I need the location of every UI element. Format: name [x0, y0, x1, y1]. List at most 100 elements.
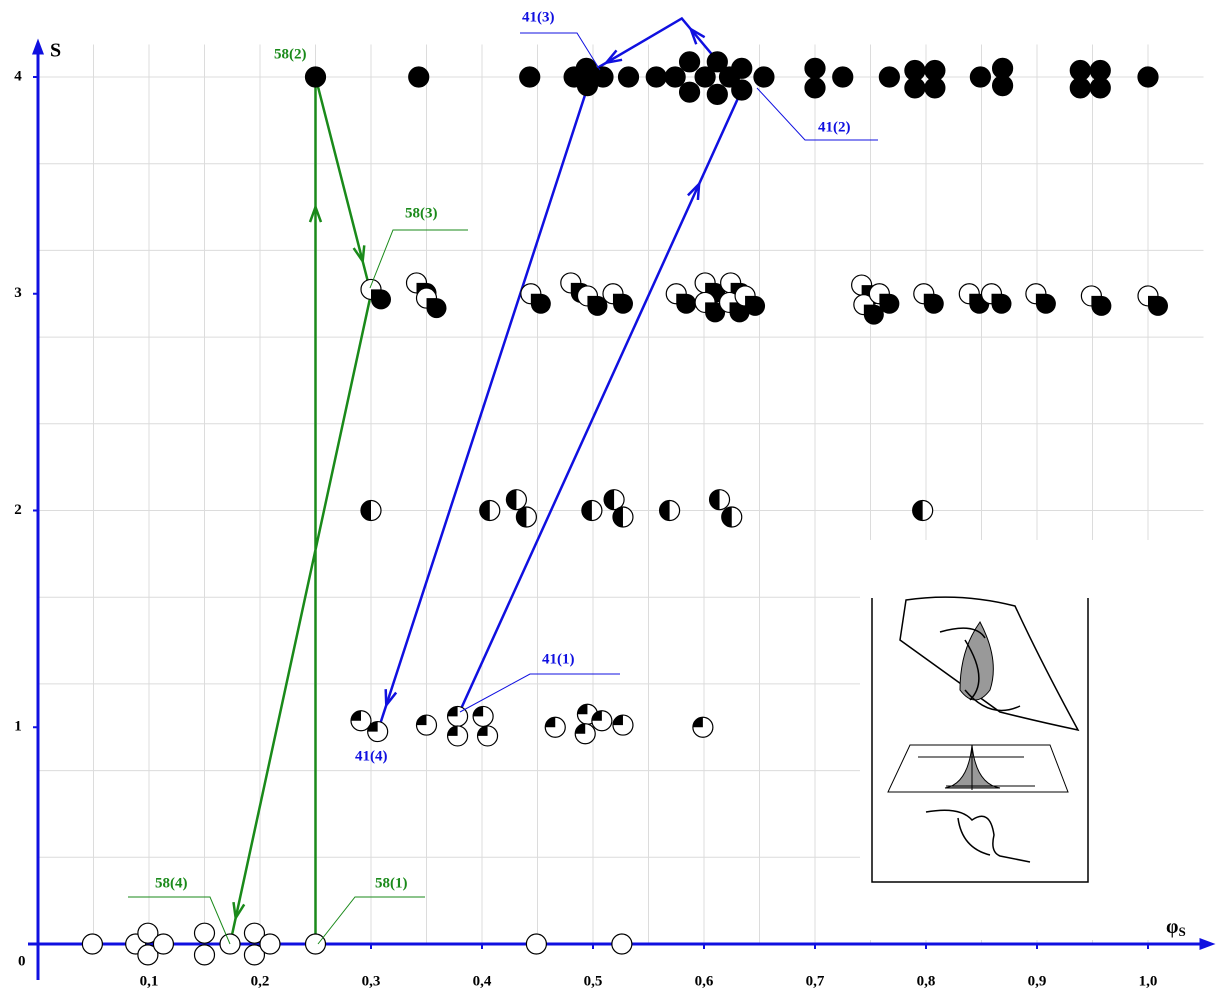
point-fill: [693, 717, 703, 727]
point-fill: [448, 726, 458, 736]
point-fill: [371, 289, 391, 309]
point: [417, 715, 437, 735]
point-disc: [520, 67, 540, 87]
point-disc: [646, 67, 666, 87]
point-disc: [680, 82, 700, 102]
point: [575, 724, 595, 744]
point-disc: [925, 78, 945, 98]
point-disc: [195, 923, 215, 943]
point: [905, 78, 925, 98]
point: [732, 80, 752, 100]
point: [516, 507, 536, 527]
y-tick-label: 1: [14, 719, 22, 735]
point: [448, 726, 468, 746]
point: [619, 67, 639, 87]
x-tick-label: 0,1: [140, 973, 159, 989]
trajectory: [378, 18, 742, 731]
point: [473, 706, 493, 726]
x-tick-label: 0,9: [1028, 973, 1047, 989]
point: [603, 284, 633, 314]
annotation-label: 41(2): [818, 119, 851, 135]
point-disc: [619, 67, 639, 87]
point-fill: [506, 490, 516, 510]
point: [707, 84, 727, 104]
point: [582, 501, 602, 521]
point: [220, 934, 240, 954]
point-fill: [913, 501, 923, 521]
point-disc: [612, 934, 632, 954]
point-disc: [680, 52, 700, 72]
x-tick-label: 0,6: [695, 973, 714, 989]
point-fill: [613, 294, 633, 314]
point: [680, 82, 700, 102]
point-fill: [613, 715, 623, 725]
y-tick-label: 4: [14, 68, 22, 84]
point: [993, 76, 1013, 96]
point: [805, 78, 825, 98]
point: [592, 711, 612, 731]
annotation-label: 58(3): [405, 205, 438, 221]
point: [970, 67, 990, 87]
point: [1081, 286, 1111, 316]
point-disc: [732, 58, 752, 78]
point-fill: [676, 294, 696, 314]
point: [195, 945, 215, 965]
point: [680, 52, 700, 72]
chart: SφS012340,10,20,30,40,50,60,70,80,91,058…: [0, 0, 1217, 991]
point-fill: [531, 294, 551, 314]
point-fill: [545, 717, 555, 727]
point: [925, 78, 945, 98]
point: [613, 507, 633, 527]
point-disc: [82, 934, 102, 954]
point-disc: [306, 934, 326, 954]
x-tick-label: 0,7: [806, 973, 825, 989]
point: [1026, 284, 1056, 314]
x-tick-label: 0,8: [917, 973, 936, 989]
point: [409, 67, 429, 87]
annotation-label: 41(4): [355, 748, 388, 764]
point-disc: [805, 58, 825, 78]
point-disc: [805, 78, 825, 98]
point: [1070, 78, 1090, 98]
point-fill: [1091, 296, 1111, 316]
point: [666, 284, 696, 314]
point-disc: [665, 67, 685, 87]
point: [710, 490, 730, 510]
point-fill: [745, 296, 765, 316]
point: [646, 67, 666, 87]
point-disc: [707, 84, 727, 104]
point: [754, 67, 774, 87]
point-disc: [754, 67, 774, 87]
y-tick-label: 2: [14, 502, 22, 518]
point: [612, 934, 632, 954]
point-fill: [879, 294, 899, 314]
x-tick-label: 0,2: [251, 973, 270, 989]
point-disc: [220, 934, 240, 954]
point-fill: [361, 501, 371, 521]
point-disc: [593, 67, 613, 87]
point: [545, 717, 565, 737]
x-tick-label: 1,0: [1139, 973, 1158, 989]
point-disc: [905, 78, 925, 98]
point-fill: [427, 298, 447, 318]
point: [306, 67, 326, 87]
point-disc: [833, 67, 853, 87]
x-label-sub: S: [1178, 924, 1185, 939]
point-disc: [732, 80, 752, 100]
point: [82, 934, 102, 954]
point: [520, 67, 540, 87]
point: [306, 934, 326, 954]
x-label-main: φ: [1166, 916, 1178, 938]
point: [660, 501, 680, 521]
point: [195, 923, 215, 943]
point-fill: [473, 706, 483, 716]
point: [521, 284, 551, 314]
point-disc: [1138, 67, 1158, 87]
annotation-label: 58(4): [155, 875, 188, 891]
point: [368, 722, 388, 742]
point: [506, 490, 526, 510]
annotation-label: 58(2): [274, 46, 307, 62]
point-disc: [153, 934, 173, 954]
point: [1090, 78, 1110, 98]
point-disc: [993, 76, 1013, 96]
